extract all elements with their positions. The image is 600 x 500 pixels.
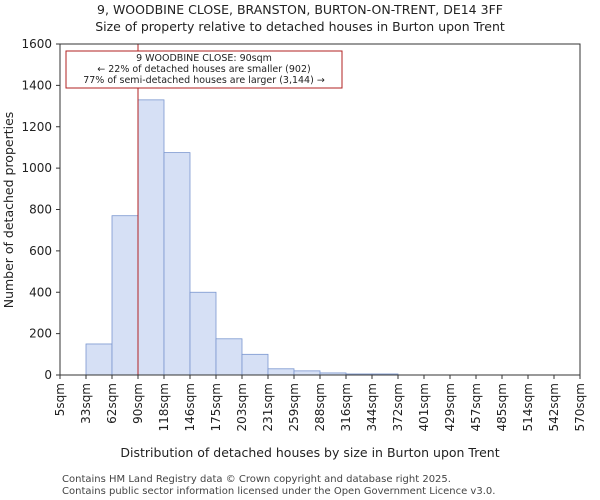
x-tick-label-146sqm: 146sqm <box>183 383 197 431</box>
x-tick-label-33sqm: 33sqm <box>79 383 93 424</box>
annotation-line3: 77% of semi-detached houses are larger (… <box>83 75 325 86</box>
bar-90sqm <box>137 99 165 376</box>
footer-line2: Contains public sector information licen… <box>62 486 495 497</box>
x-tick-label-514sqm: 514sqm <box>521 383 535 431</box>
x-tick-label-5sqm: 5sqm <box>53 383 67 416</box>
x-axis-label: Distribution of detached houses by size … <box>120 445 499 460</box>
y-tick-label: 1000 <box>21 161 52 175</box>
bars-group <box>85 99 399 376</box>
x-tick-label-457sqm: 457sqm <box>469 383 483 431</box>
chart-title-line2: Size of property relative to detached ho… <box>95 19 505 34</box>
y-axis-ticks: 0 200 400 600 800 1000 1200 1400 1600 <box>21 37 60 382</box>
y-tick-label: 200 <box>29 327 52 341</box>
x-tick-label-231sqm: 231sqm <box>261 383 275 431</box>
x-tick-label-542sqm: 542sqm <box>547 383 561 431</box>
y-tick-label: 400 <box>29 285 52 299</box>
annotation-line2: ← 22% of detached houses are smaller (90… <box>97 64 310 75</box>
annotation-box: 9 WOODBINE CLOSE: 90sqm ← 22% of detache… <box>65 50 343 89</box>
y-tick-label: 1600 <box>21 37 52 51</box>
bar-146sqm <box>189 291 217 376</box>
bar-231sqm <box>267 368 295 376</box>
x-tick-label-570sqm: 570sqm <box>573 383 587 431</box>
y-tick-label: 800 <box>29 203 52 217</box>
x-tick-label-118sqm: 118sqm <box>157 383 171 431</box>
footer-line1: Contains HM Land Registry data © Crown c… <box>62 474 451 485</box>
annotation-line1: 9 WOODBINE CLOSE: 90sqm <box>136 53 272 64</box>
annotation-rect <box>65 50 343 89</box>
bar-175sqm <box>215 338 243 376</box>
x-tick-label-401sqm: 401sqm <box>417 383 431 431</box>
y-tick-label: 0 <box>44 368 52 382</box>
y-tick-label: 1400 <box>21 78 52 92</box>
bar-203sqm <box>241 353 269 376</box>
x-tick-label-316sqm: 316sqm <box>339 383 353 431</box>
x-tick-label-485sqm: 485sqm <box>495 383 509 431</box>
x-tick-label-62sqm: 62sqm <box>105 383 119 424</box>
x-tick-label-90sqm: 90sqm <box>131 383 145 424</box>
y-axis-label: Number of detached properties <box>1 112 16 309</box>
plot-frame <box>59 43 581 376</box>
bar-62sqm <box>111 215 139 376</box>
x-tick-label-429sqm: 429sqm <box>443 383 457 431</box>
x-tick-label-259sqm: 259sqm <box>287 383 301 431</box>
x-tick-label-288sqm: 288sqm <box>313 383 327 431</box>
x-tick-label-372sqm: 372sqm <box>391 383 405 431</box>
bar-118sqm <box>163 152 191 376</box>
y-tick-label: 1200 <box>21 120 52 134</box>
x-tick-label-203sqm: 203sqm <box>235 383 249 431</box>
x-tick-label-344sqm: 344sqm <box>365 383 379 431</box>
bar-259sqm <box>293 370 321 376</box>
x-tick-label-175sqm: 175sqm <box>209 383 223 431</box>
bar-33sqm <box>85 343 113 376</box>
x-axis-ticks: 5sqm 33sqm 62sqm 90sqm 118sqm 146sqm 175sqm 203… <box>53 375 587 431</box>
chart-title-line1: 9, WOODBINE CLOSE, BRANSTON, BURTON-ON-T… <box>97 2 503 17</box>
y-tick-label: 600 <box>29 244 52 258</box>
